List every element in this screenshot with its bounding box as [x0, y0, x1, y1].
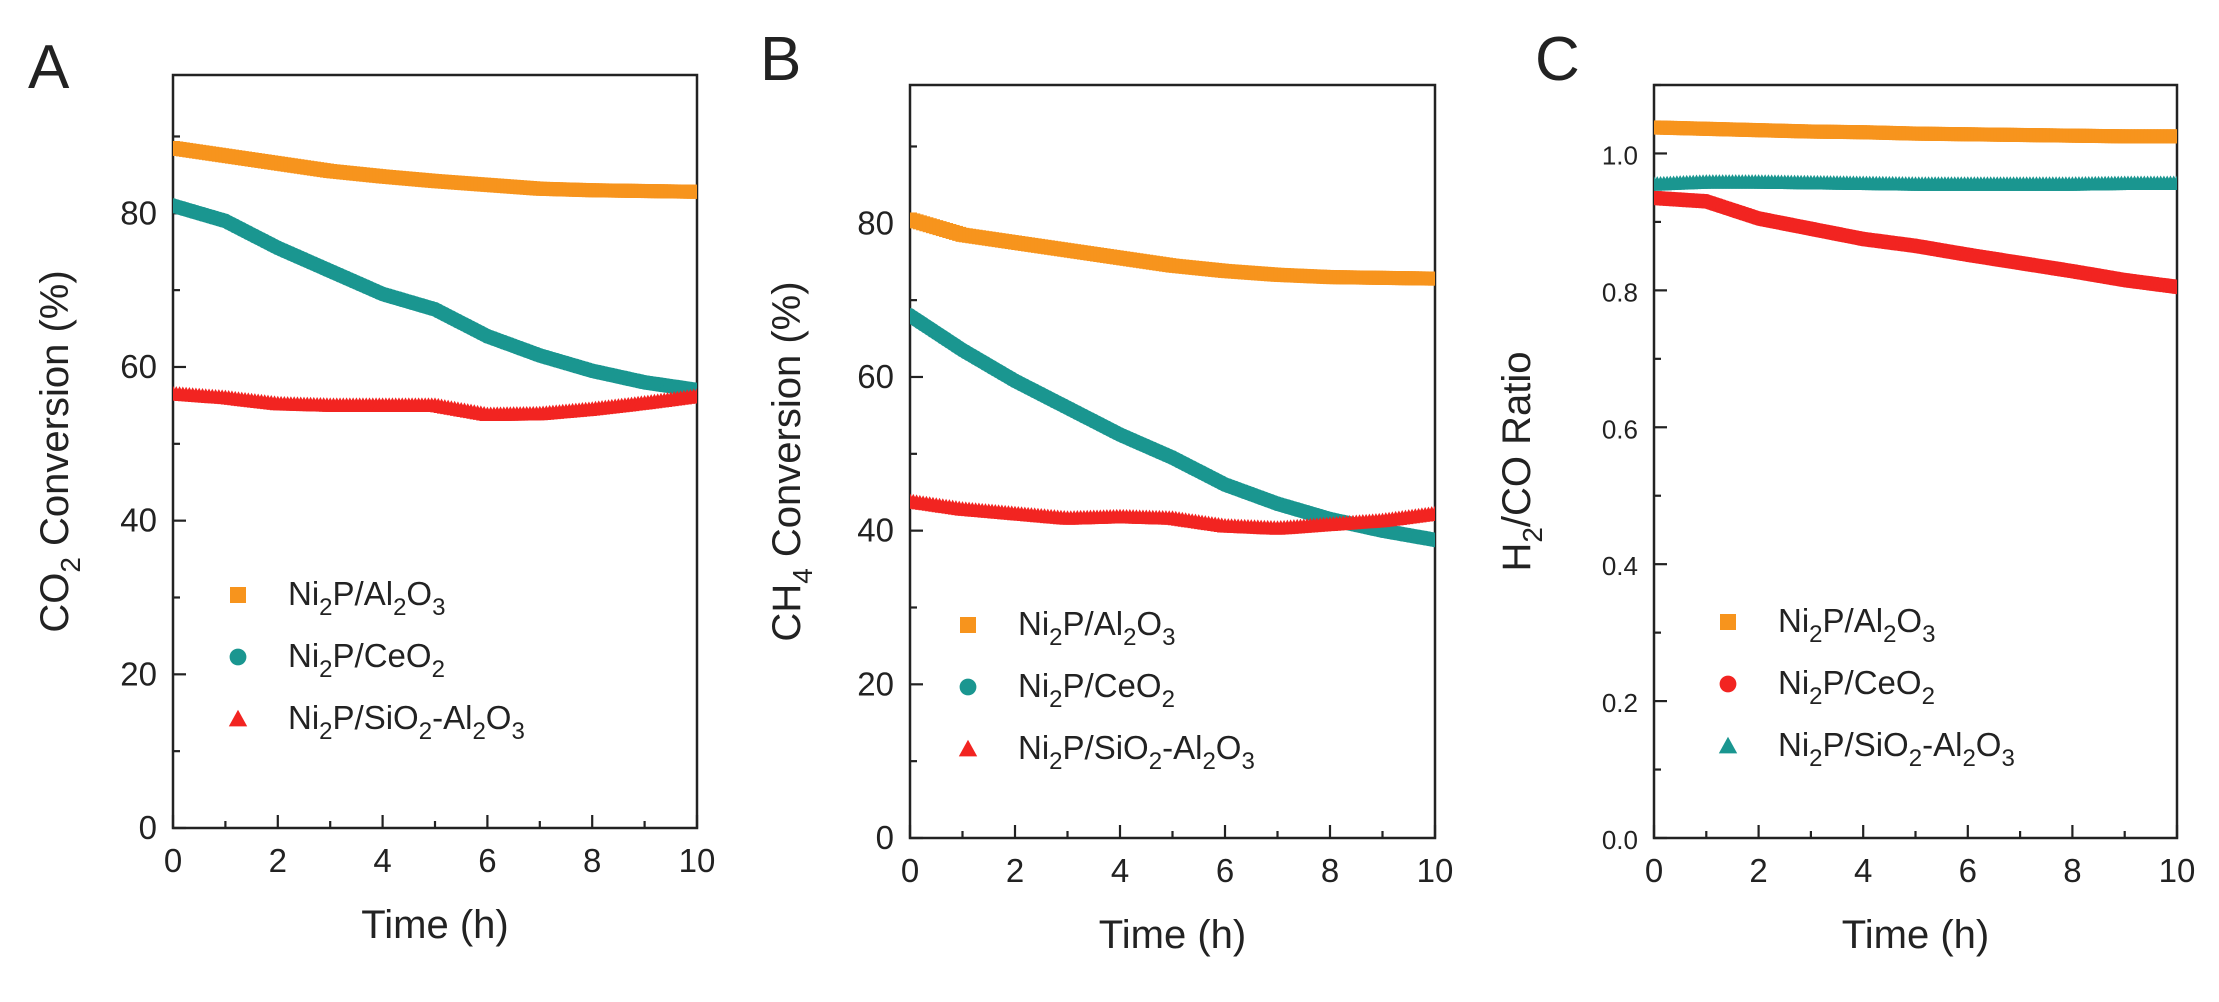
series-2: [910, 493, 1435, 535]
x-tick-label: 6: [1959, 852, 1977, 889]
series-0: [173, 140, 697, 199]
y-axis-title: CO2 Conversion (%): [33, 270, 86, 632]
legend-label: Ni2P/CeO2: [1018, 667, 1175, 713]
data-point: [1426, 505, 1435, 521]
panel-letter-C: C: [1535, 25, 1580, 94]
legend-marker: [958, 739, 978, 757]
y-tick-label: 40: [857, 512, 894, 549]
y-tick-label: 1.0: [1602, 140, 1638, 170]
data-point: [2169, 279, 2177, 295]
x-tick-label: 8: [1321, 852, 1339, 889]
x-tick-label: 8: [2063, 852, 2081, 889]
legend-marker: [228, 709, 248, 727]
data-point: [2168, 175, 2177, 191]
series-0: [910, 212, 1435, 286]
legend-label: Ni2P/Al2O3: [1018, 605, 1175, 651]
y-axis-title-group: CO2 Conversion (%): [33, 270, 86, 632]
y-tick-label: 60: [120, 348, 157, 385]
y-tick-label: 0.0: [1602, 825, 1638, 855]
data-point: [688, 388, 697, 403]
legend-marker: [1720, 614, 1736, 630]
data-point: [690, 184, 697, 199]
legend-label: Ni2P/SiO2-Al2O3: [1778, 726, 2015, 772]
x-axis-title: Time (h): [1099, 913, 1246, 957]
y-tick-label: 0.6: [1602, 414, 1638, 444]
legend-label: Ni2P/Al2O3: [288, 575, 445, 621]
legend-marker: [1718, 736, 1738, 754]
legend-label: Ni2P/CeO2: [1778, 664, 1935, 710]
y-tick-label: 0.8: [1602, 277, 1638, 307]
panel-letter-B: B: [760, 25, 801, 94]
y-tick-label: 20: [857, 665, 894, 702]
y-axis-title: H2/CO Ratio: [1495, 351, 1548, 571]
y-tick-label: 0.2: [1602, 688, 1638, 718]
y-tick-label: 80: [120, 194, 157, 231]
series-0: [1654, 120, 2177, 144]
legend-label: Ni2P/SiO2-Al2O3: [1018, 729, 1255, 775]
legend-label: Ni2P/CeO2: [288, 637, 445, 683]
x-tick-label: 4: [1854, 852, 1872, 889]
legend-marker: [960, 617, 976, 633]
x-tick-label: 4: [373, 842, 391, 879]
y-tick-label: 80: [857, 204, 894, 241]
x-tick-label: 2: [269, 842, 287, 879]
series-2: [173, 385, 697, 422]
x-tick-label: 0: [1645, 852, 1663, 889]
x-tick-label: 6: [478, 842, 496, 879]
legend-label: Ni2P/Al2O3: [1778, 602, 1935, 648]
x-axis-title: Time (h): [361, 903, 508, 947]
x-tick-label: 10: [679, 842, 716, 879]
x-tick-label: 4: [1111, 852, 1129, 889]
y-axis-title: CH4 Conversion (%): [765, 281, 818, 641]
x-axis-title: Time (h): [1842, 913, 1989, 957]
panel-C: C 0 2 4 6 8 10 0.0 0.2 0.4 0.6 0.8 1.0 Time (h) H2/CO …: [1495, 25, 2195, 957]
y-tick-label: 20: [120, 655, 157, 692]
series-2: [1654, 174, 2177, 191]
legend-label: Ni2P/SiO2-Al2O3: [288, 699, 525, 745]
x-tick-label: 0: [164, 842, 182, 879]
legend-marker: [229, 648, 247, 666]
legend-marker: [959, 678, 977, 696]
plot-frame: [1652, 83, 2179, 840]
y-tick-label: 0.4: [1602, 551, 1638, 581]
data-point: [2170, 129, 2177, 144]
legend-marker: [230, 587, 246, 603]
x-tick-label: 6: [1216, 852, 1234, 889]
x-tick-label: 8: [583, 842, 601, 879]
y-tick-label: 40: [120, 502, 157, 539]
series-1: [1654, 190, 2177, 295]
panel-letter-A: A: [28, 33, 70, 102]
y-tick-label: 60: [857, 358, 894, 395]
data-point: [1428, 271, 1435, 286]
x-tick-label: 2: [1749, 852, 1767, 889]
data-area: [910, 212, 1435, 548]
y-axis-title-group: H2/CO Ratio: [1495, 351, 1548, 571]
x-tick-label: 0: [901, 852, 919, 889]
legend-marker: [1719, 675, 1737, 693]
y-tick-label: 0: [876, 819, 894, 856]
x-tick-label: 10: [2159, 852, 2196, 889]
y-axis-title-group: CH4 Conversion (%): [765, 281, 818, 641]
y-tick-label: 0: [139, 809, 157, 846]
panel-A: A 0 2 4 6 8 10 0 20 40 60 80 Time (h) CO2 Conversion …: [28, 33, 715, 947]
series-1: [173, 198, 697, 398]
data-point: [1427, 532, 1435, 548]
x-tick-label: 2: [1006, 852, 1024, 889]
x-tick-label: 10: [1417, 852, 1454, 889]
data-area: [1654, 120, 2177, 295]
panel-B: B 0 2 4 6 8 10 0 20 40 60 80 Time (h) CH4 Conversion …: [760, 25, 1453, 957]
data-area: [173, 140, 697, 422]
